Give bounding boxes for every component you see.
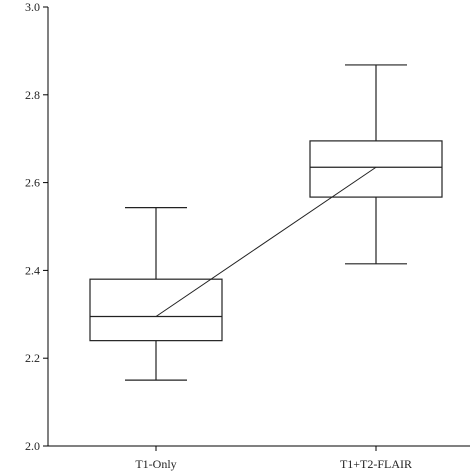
y-tick-label: 3.0: [25, 0, 40, 14]
y-tick-label: 2.8: [25, 88, 40, 102]
box-2: [309, 64, 443, 265]
iqr-box: [309, 140, 443, 198]
y-tick-label: 2.4: [25, 263, 40, 277]
y-tick-label: 2.6: [25, 176, 40, 190]
x-axis: T1-Only T1+T2-FLAIR: [48, 445, 470, 471]
x-tick-label: T1-Only: [135, 457, 176, 471]
y-tick-label: 2.2: [25, 351, 40, 365]
median-connector-line: [155, 166, 377, 317]
iqr-box: [89, 278, 223, 342]
plot-area: [89, 64, 443, 381]
box-1: [89, 207, 223, 381]
x-tick-label: T1+T2-FLAIR: [340, 457, 412, 471]
y-axis: 2.0 2.2 2.4 2.6 2.8 3.0: [25, 0, 49, 453]
y-tick-label: 2.0: [25, 439, 40, 453]
